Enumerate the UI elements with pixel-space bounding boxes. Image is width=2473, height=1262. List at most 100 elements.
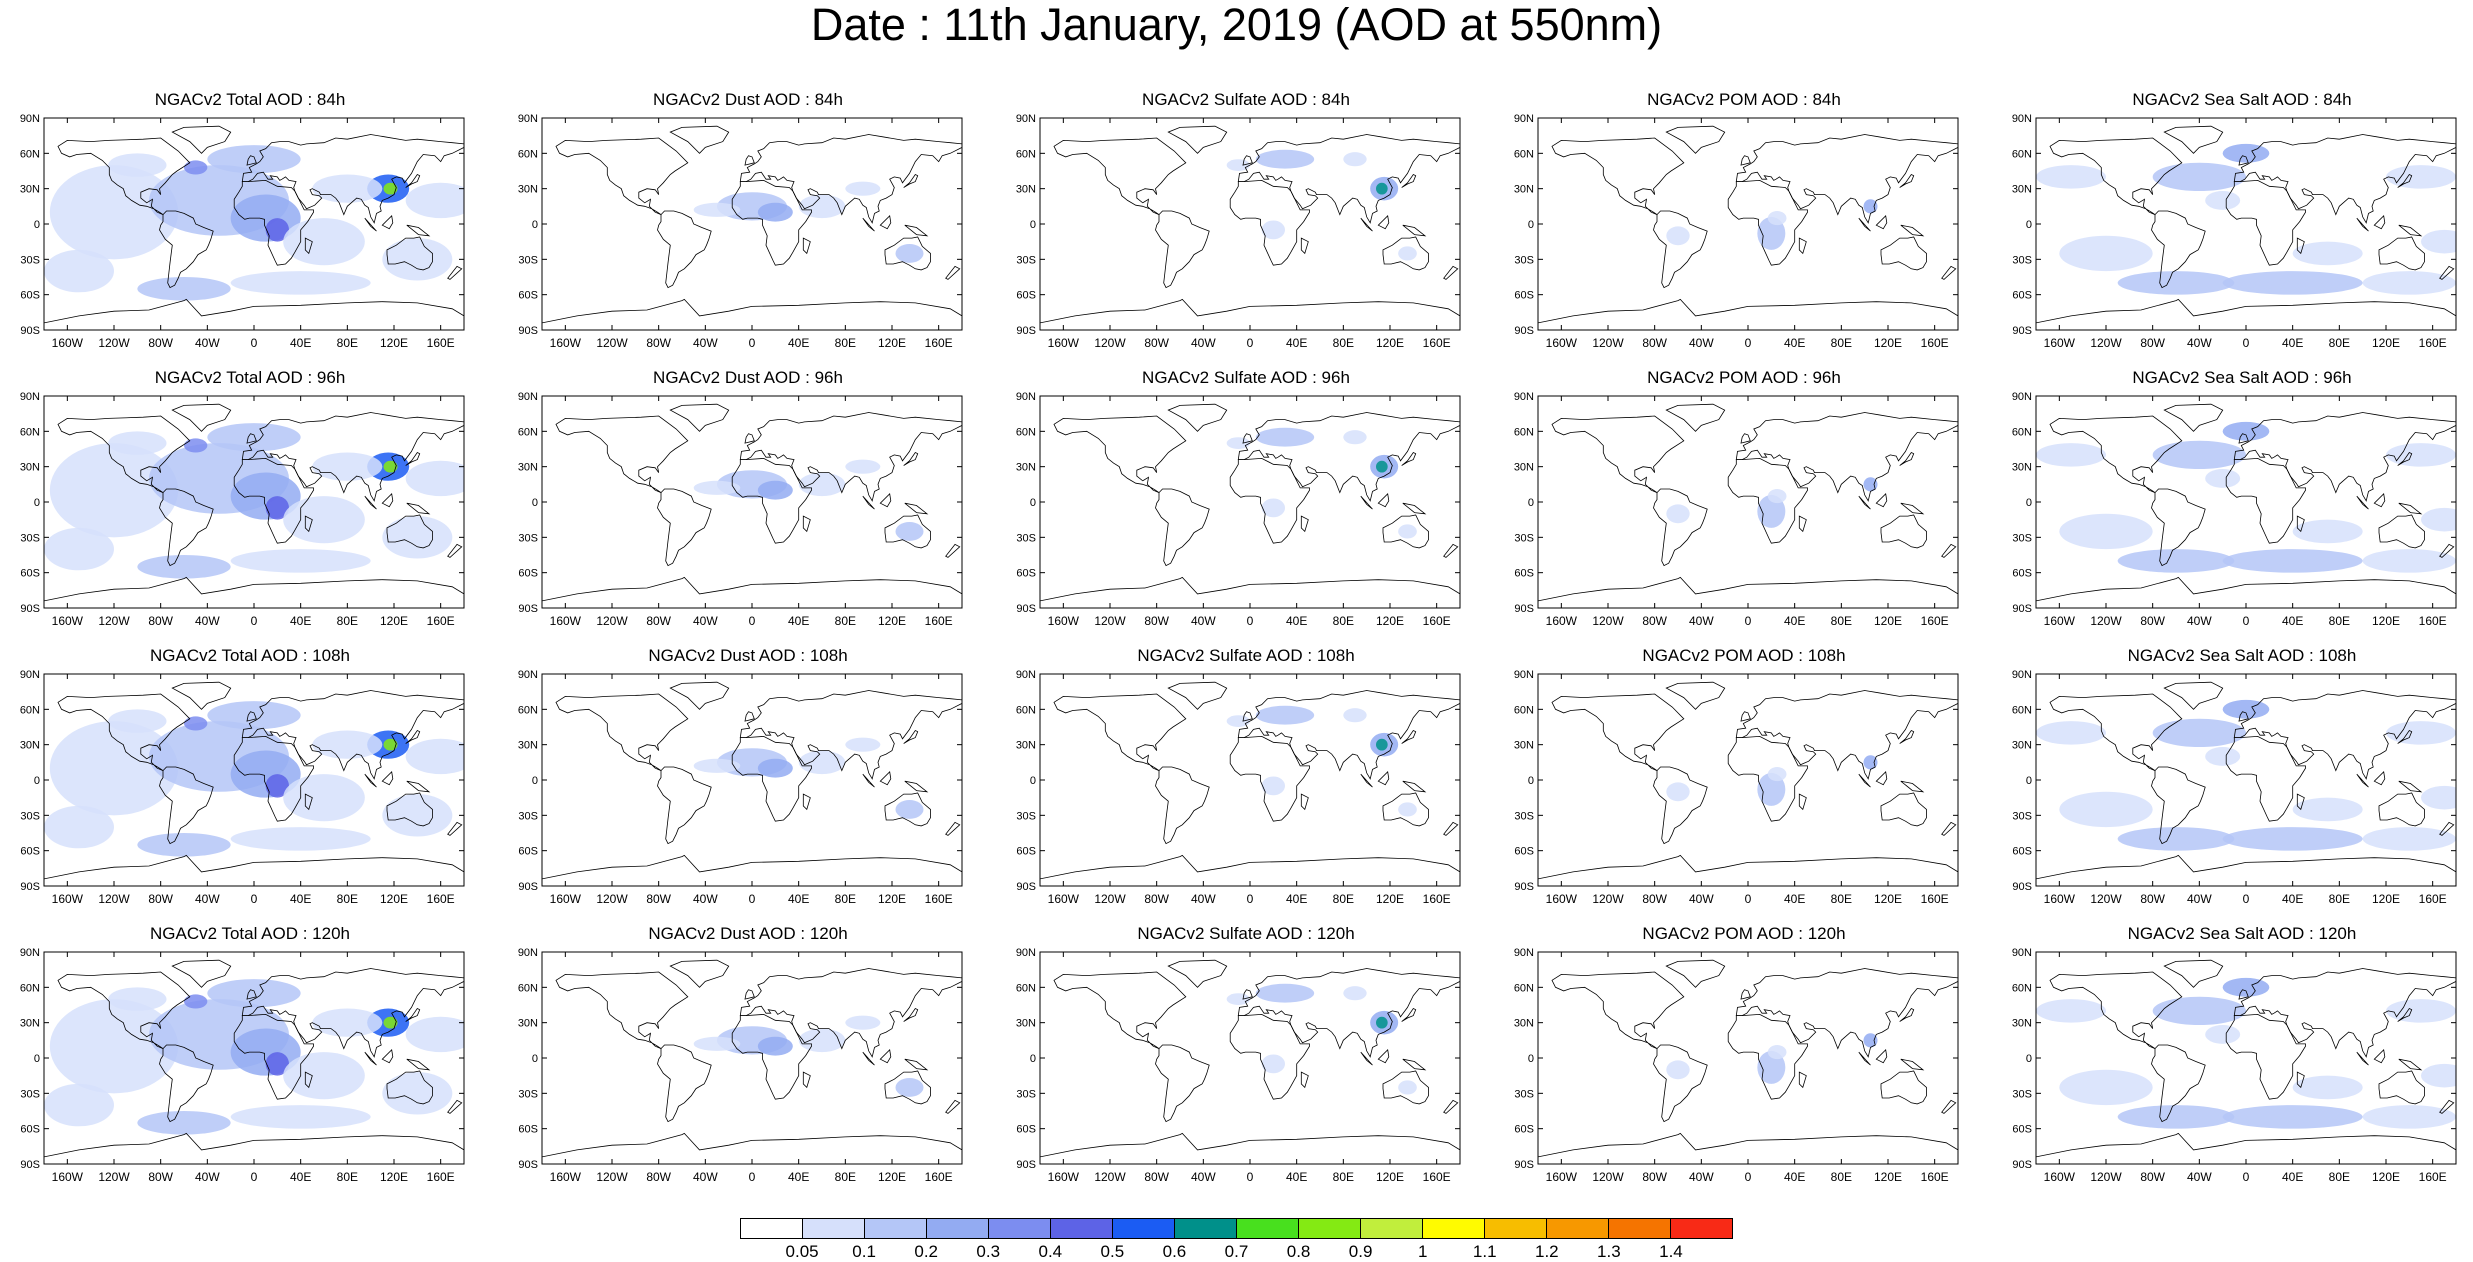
coastline [2233, 134, 2456, 224]
latitude-tick-label: 60S [518, 846, 538, 858]
aerosol-field [1767, 767, 1787, 782]
latitude-tick-label: 90N [518, 948, 538, 959]
coastline [2151, 210, 2206, 289]
coastline [2163, 959, 2224, 988]
coastline [739, 412, 962, 502]
coastline [1551, 693, 1685, 771]
longitude-tick-label: 80E [835, 892, 856, 906]
coastline [171, 403, 232, 432]
coastline [1665, 403, 1726, 432]
map-panel-total-96h: NGACv2 Total AOD : 96h 90N 60N 30N 0 30S 60S 90… [0, 368, 500, 628]
coastline [2378, 1070, 2425, 1105]
aerosol-field [405, 1016, 464, 1053]
colorbar-swatch [1175, 1219, 1237, 1238]
coastline [904, 502, 929, 515]
coastline [2036, 298, 2456, 330]
coastline [1735, 690, 1958, 780]
coastline [744, 711, 755, 722]
longitude-tick-label: 0 [749, 336, 756, 350]
longitude-tick-label: 120W [596, 614, 628, 628]
latitude-tick-label: 90N [1016, 670, 1036, 681]
coastline [2439, 265, 2455, 280]
latitude-tick-label: 60N [20, 982, 40, 994]
coastline [2378, 514, 2425, 549]
longitude-tick-label: 160W [1546, 1170, 1578, 1184]
coastline [542, 854, 962, 886]
coastline [1798, 1071, 1807, 1089]
coastline [904, 1058, 929, 1071]
coastline [1875, 770, 1888, 786]
coastline [364, 217, 377, 232]
colorbar-tick-label: 0.1 [852, 1242, 876, 1261]
latitude-tick-label: 90S [2012, 603, 2032, 615]
aerosol-field [2421, 507, 2456, 532]
longitude-tick-label: 80W [148, 614, 173, 628]
coastline [447, 543, 463, 558]
coastline [1360, 773, 1373, 788]
coastline [447, 821, 463, 836]
latitude-tick-label: 90S [1016, 881, 1036, 893]
coastline [879, 1048, 892, 1064]
aerosol-field [405, 182, 464, 219]
coastline [2439, 1099, 2455, 1114]
longitude-tick-label: 120W [98, 892, 130, 906]
world-map: 90N 60N 30N 0 30S 60S 90S 160W 120W 80W 40W 0 40E 80E… [1016, 948, 1461, 1184]
longitude-tick-label: 120E [878, 614, 906, 628]
longitude-tick-label: 40W [1689, 1170, 1714, 1184]
coastline [669, 681, 730, 710]
aerosol-field [1666, 782, 1690, 802]
longitude-tick-label: 80E [1831, 336, 1852, 350]
longitude-tick-label: 80E [1333, 1170, 1354, 1184]
aerosol-field [2386, 165, 2456, 189]
coastline [1242, 433, 1253, 444]
coastline [1880, 792, 1927, 827]
aerosol-field [1398, 802, 1417, 817]
latitude-tick-label: 60N [518, 704, 538, 716]
coastline [1167, 681, 1228, 710]
longitude-tick-label: 80W [2140, 336, 2165, 350]
coastline [405, 1007, 421, 1022]
longitude-tick-label: 80E [1333, 892, 1354, 906]
latitude-tick-label: 60S [20, 290, 40, 302]
latitude-tick-label: 60S [2012, 846, 2032, 858]
latitude-tick-label: 60S [1016, 568, 1036, 580]
coastline [1900, 780, 1925, 793]
latitude-tick-label: 90S [2012, 881, 2032, 893]
latitude-tick-label: 30S [20, 254, 40, 266]
coastline [1740, 433, 1751, 444]
latitude-tick-label: 60S [518, 290, 538, 302]
latitude-tick-label: 30S [2012, 810, 2032, 822]
latitude-tick-label: 90N [2012, 948, 2032, 959]
page-title: Date : 11th January, 2019 (AOD at 550nm) [810, 0, 1663, 50]
panel-title: NGACv2 Sulfate AOD : 96h [1142, 368, 1350, 387]
aerosol-field [2036, 165, 2106, 189]
world-map: 90N 60N 30N 0 30S 60S 90S 160W 120W 80W 40W 0 40E 80E… [1016, 392, 1461, 628]
coastline [1402, 780, 1427, 793]
coastline [1653, 488, 1708, 567]
panel-title: NGACv2 Total AOD : 108h [149, 646, 350, 665]
coastline [386, 514, 433, 549]
map-panel-sulfate-96h: NGACv2 Sulfate AOD : 96h 90N 60N 30N 0 30S 60S… [996, 368, 1496, 628]
longitude-tick-label: 160E [1921, 892, 1949, 906]
aerosol-field [757, 758, 793, 778]
longitude-tick-label: 40W [2187, 614, 2212, 628]
coastline [1155, 210, 1210, 289]
coastline [1551, 971, 1685, 1049]
longitude-tick-label: 120E [380, 1170, 408, 1184]
map-panel-dust-108h: NGACv2 Dust AOD : 108h 90N 60N 30N 0 30S 60S 90… [498, 646, 998, 906]
longitude-tick-label: 40E [2282, 614, 2303, 628]
aerosol-field [2117, 549, 2235, 573]
coastline [1538, 576, 1958, 608]
coastline [1798, 793, 1807, 811]
latitude-tick-label: 90S [20, 881, 40, 893]
latitude-tick-label: 30N [518, 462, 538, 474]
latitude-tick-label: 60S [1514, 1124, 1534, 1136]
longitude-tick-label: 40W [2187, 892, 2212, 906]
aerosol-field [1343, 152, 1367, 167]
coastline [246, 989, 257, 1000]
longitude-tick-label: 80E [337, 614, 358, 628]
colorbar-boxes [740, 1218, 1733, 1239]
coastline [739, 968, 962, 1058]
aerosol-field [845, 737, 881, 752]
longitude-tick-label: 40E [788, 1170, 809, 1184]
